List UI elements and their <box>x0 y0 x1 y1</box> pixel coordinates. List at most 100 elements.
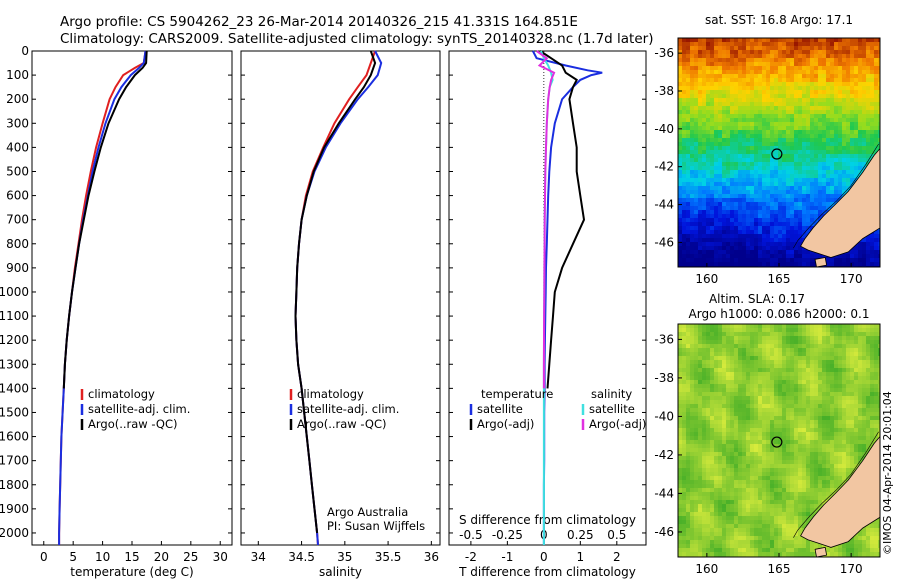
sla-map-cell <box>818 424 822 428</box>
sst-map-cell <box>778 206 782 210</box>
sst-map-cell <box>762 234 766 238</box>
sst-map-cell <box>706 126 710 130</box>
sst-map-cell <box>686 190 690 194</box>
sst-map-cell <box>690 214 694 218</box>
sst-map-cell <box>810 190 814 194</box>
sla-map-cell <box>826 424 830 428</box>
sst-map-cell <box>794 130 798 134</box>
sla-map-cell <box>782 376 786 380</box>
sst-map-cell <box>782 110 786 114</box>
sst-map-cell <box>694 114 698 118</box>
sla-map-cell <box>834 368 838 372</box>
sst-map-cell <box>734 122 738 126</box>
sla-map-cell <box>750 396 754 400</box>
sst-map-cell <box>722 122 726 126</box>
sla-map-cell <box>850 440 854 444</box>
sst-map-cell <box>778 226 782 230</box>
sla-map-cell <box>682 396 686 400</box>
sst-map-cell <box>690 78 694 82</box>
sla-map-cell <box>778 424 782 428</box>
sst-map-cell <box>762 150 766 154</box>
sst-map-cell <box>722 206 726 210</box>
sst-map-cell <box>842 102 846 106</box>
sst-map-cell <box>746 134 750 138</box>
sla-map-cell <box>678 440 682 444</box>
sst-map-cell <box>726 166 730 170</box>
sla-map-cell <box>838 444 842 448</box>
sst-map-cell <box>858 134 862 138</box>
sla-map-cell <box>870 324 874 328</box>
sst-map-cell <box>718 194 722 198</box>
sst-map-cell <box>734 234 738 238</box>
sst-map-cell <box>678 126 682 130</box>
sst-map-cell <box>826 166 830 170</box>
sst-map-cell <box>682 146 686 150</box>
sla-map-cell <box>694 356 698 360</box>
sla-map-cell <box>682 340 686 344</box>
sst-map-cell <box>738 142 742 146</box>
sst-map-cell <box>726 126 730 130</box>
sla-map-cell <box>762 336 766 340</box>
sst-map-cell <box>682 226 686 230</box>
sst-map-cell <box>830 126 834 130</box>
series-temperature-argo-adj- <box>539 50 586 389</box>
sla-map-cell <box>726 372 730 376</box>
depth-tick-label: 1800 <box>0 478 29 492</box>
sla-map-cell <box>746 416 750 420</box>
sla-map-cell <box>822 332 826 336</box>
salinity-axes-box <box>240 50 441 546</box>
sla-map-cell <box>802 360 806 364</box>
sla-map-cell <box>758 336 762 340</box>
sst-map-cell <box>798 110 802 114</box>
sst-map-cell <box>822 146 826 150</box>
sst-map-cell <box>714 130 718 134</box>
sla-map-cell <box>698 444 702 448</box>
sla-map-cell <box>782 340 786 344</box>
sla-map-cell <box>850 392 854 396</box>
sla-map-cell <box>694 360 698 364</box>
sla-map-cell <box>722 380 726 384</box>
sst-map-cell <box>818 58 822 62</box>
sst-map-cell <box>790 94 794 98</box>
sla-map-cell <box>682 332 686 336</box>
sst-map-cell <box>834 138 838 142</box>
sla-map-cell <box>846 344 850 348</box>
sst-map-cell <box>778 254 782 258</box>
sla-map-cell <box>722 420 726 424</box>
sst-map-cell <box>846 182 850 186</box>
sst-map-cell <box>822 78 826 82</box>
sla-map-cell <box>798 384 802 388</box>
sla-map-cell <box>746 376 750 380</box>
sla-map-cell <box>858 452 862 456</box>
sst-map-cell <box>870 114 874 118</box>
sla-map-cell <box>862 384 866 388</box>
sla-map-cell <box>690 412 694 416</box>
sla-map-cell <box>826 428 830 432</box>
sla-map-cell <box>854 420 858 424</box>
sst-map-cell <box>798 242 802 246</box>
sst-map-cell <box>766 142 770 146</box>
sla-map-cell <box>786 412 790 416</box>
sst-map-cell <box>694 122 698 126</box>
depth-tick-label: 2000 <box>0 526 29 540</box>
sst-map-cell <box>794 74 798 78</box>
sst-map-cell <box>794 186 798 190</box>
sst-map-cell <box>798 194 802 198</box>
sla-map-cell <box>810 456 814 460</box>
sst-map-cell <box>846 186 850 190</box>
sla-map-cell <box>746 444 750 448</box>
sst-map-cell <box>822 90 826 94</box>
sla-map-cell <box>822 372 826 376</box>
sla-map-cell <box>698 460 702 464</box>
sst-map-cell <box>814 74 818 78</box>
sla-map-cell <box>814 324 818 328</box>
sla-map-cell <box>778 452 782 456</box>
sst-map-cell <box>870 242 874 246</box>
sla-map-cell <box>854 400 858 404</box>
sst-map-cell <box>826 194 830 198</box>
sla-map-cell <box>726 324 730 328</box>
sst-map-cell <box>790 138 794 142</box>
sst-map-cell <box>698 118 702 122</box>
sst-map-cell <box>742 218 746 222</box>
sla-map-cell <box>778 344 782 348</box>
